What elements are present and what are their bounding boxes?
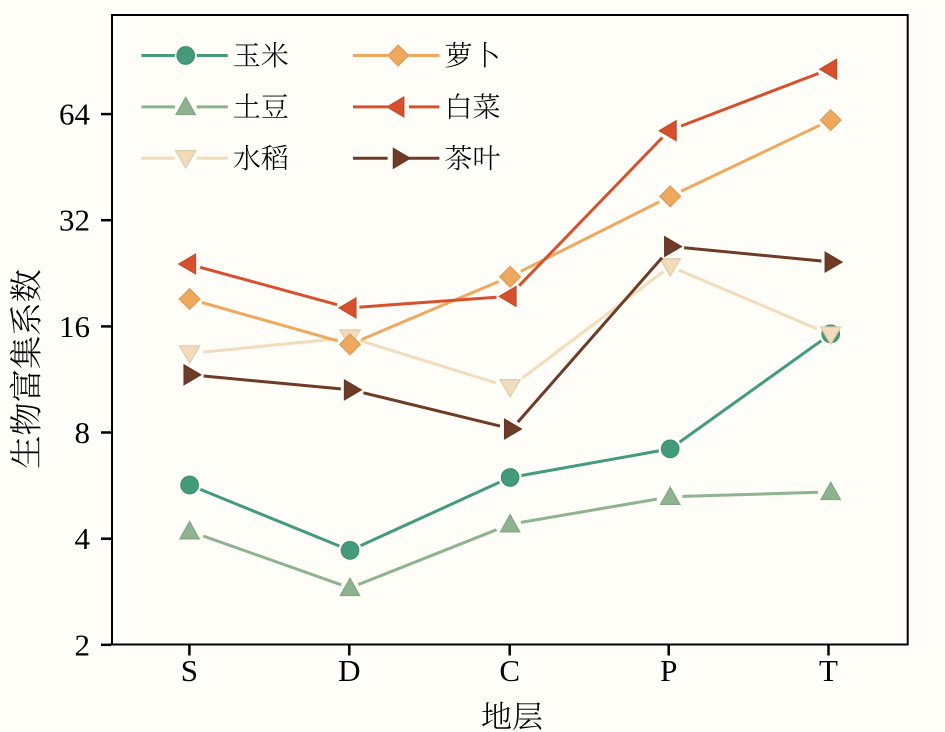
svg-text:P: P [660,653,677,688]
svg-text:S: S [181,653,198,688]
svg-text:T: T [819,653,838,688]
svg-text:16: 16 [59,309,90,344]
svg-text:C: C [499,653,520,688]
svg-text:4: 4 [75,521,91,556]
svg-text:D: D [338,653,360,688]
svg-text:2: 2 [75,627,91,662]
svg-text:32: 32 [59,203,90,238]
svg-text:8: 8 [75,415,91,450]
svg-text:64: 64 [59,97,91,132]
